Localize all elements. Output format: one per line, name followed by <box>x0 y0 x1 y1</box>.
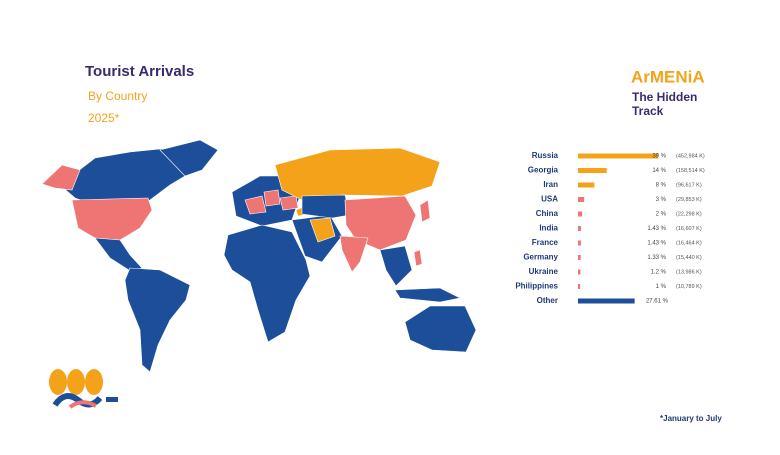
brand-tagline: The Hidden <box>632 90 697 104</box>
alaska <box>41 164 81 191</box>
bar <box>578 284 581 289</box>
brand-tagline: Track <box>632 104 664 118</box>
value-label: 2 % <box>656 212 667 218</box>
value-label: 1.33 % <box>647 255 666 261</box>
bar <box>578 240 581 246</box>
ukraine <box>279 195 299 211</box>
category-label: France <box>532 238 559 247</box>
bar <box>578 153 658 159</box>
count-label: (16,607 K) <box>676 226 702 232</box>
bar <box>578 182 595 188</box>
category-label: Other <box>537 296 558 305</box>
france <box>244 195 267 215</box>
bar <box>578 255 581 260</box>
title: Tourist Arrivals <box>85 63 194 80</box>
iran <box>309 217 336 243</box>
category-label: Philippines <box>515 282 558 291</box>
value-label: 1 % <box>656 284 667 290</box>
value-label: 27.61 % <box>646 299 669 305</box>
value-label: 39 % <box>652 154 666 160</box>
brand-name: ArMENiA <box>631 67 705 86</box>
bar <box>578 211 583 217</box>
subtitle: By Country <box>88 89 147 103</box>
category-label: USA <box>541 195 558 204</box>
category-label: Iran <box>543 180 558 189</box>
value-label: 1.43 % <box>647 241 666 247</box>
count-label: (13,986 K) <box>676 269 702 275</box>
value-label: 8 % <box>656 183 667 189</box>
usa <box>71 197 153 241</box>
bar <box>578 226 581 231</box>
category-label: China <box>536 209 559 218</box>
count-label: (16,464 K) <box>676 240 702 246</box>
australia <box>404 305 477 353</box>
count-label: (96,617 K) <box>676 182 702 188</box>
china <box>344 195 417 251</box>
count-label: (29,853 K) <box>676 197 702 203</box>
category-label: Georgia <box>528 166 559 175</box>
indonesia <box>394 287 461 303</box>
footnote: *January to July <box>660 414 722 423</box>
logo-leaf <box>85 369 103 395</box>
count-label: (10,789 K) <box>676 284 702 290</box>
category-label: Ukraine <box>529 267 559 276</box>
russia <box>274 147 441 201</box>
value-label: 3 % <box>656 197 667 203</box>
southeast-asia <box>379 245 413 287</box>
logo-leaf <box>67 369 85 395</box>
world-map <box>41 139 477 373</box>
count-label: (158,514 K) <box>676 168 705 174</box>
logo <box>49 369 118 409</box>
bar <box>578 298 635 304</box>
bar <box>578 168 607 173</box>
logo-leaf <box>49 369 67 395</box>
bar-chart: Russia 39 % (452,984 K) Georgia 14 % (158,514… <box>515 151 705 305</box>
bar <box>578 269 581 275</box>
bar <box>578 197 585 202</box>
category-label: India <box>539 224 558 233</box>
year: 2025* <box>88 111 120 125</box>
africa <box>223 224 311 343</box>
count-label: (22,298 K) <box>676 211 702 217</box>
central-america <box>94 237 143 273</box>
philippines <box>413 249 423 267</box>
japan <box>419 199 431 223</box>
logo-bar <box>106 397 118 402</box>
category-label: Germany <box>523 253 558 262</box>
value-label: 14 % <box>652 168 666 174</box>
germany <box>263 189 281 207</box>
logo-wave <box>68 400 97 409</box>
count-label: (452,984 K) <box>676 153 705 159</box>
india <box>339 235 369 273</box>
greenland <box>159 139 219 177</box>
central-asia <box>301 194 351 219</box>
count-label: (15,440 K) <box>676 255 702 261</box>
south-america <box>124 267 191 373</box>
value-label: 1.43 % <box>647 226 666 232</box>
value-label: 1.2 % <box>651 270 667 276</box>
category-label: Russia <box>532 151 559 160</box>
